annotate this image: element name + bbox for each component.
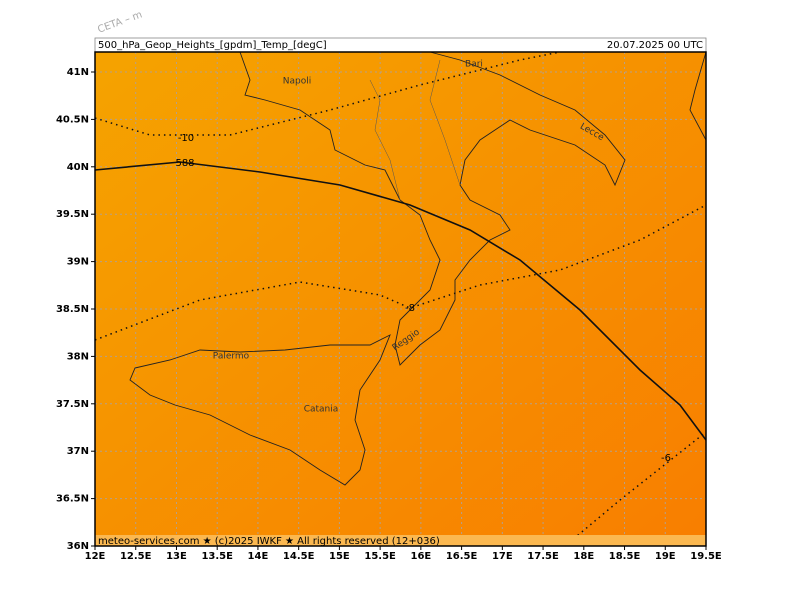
- lat-label: 40N: [67, 162, 89, 173]
- lon-label: 16.5E: [446, 551, 478, 562]
- lon-label: 13.5E: [201, 551, 233, 562]
- lat-label: 38N: [67, 351, 89, 362]
- lon-label: 18.5E: [609, 551, 641, 562]
- lat-label: 37N: [67, 446, 89, 457]
- lat-label: 38.5N: [56, 304, 89, 315]
- region-borders: [369, 59, 461, 201]
- contour-label: -6: [661, 453, 671, 464]
- lat-label: 37.5N: [56, 399, 89, 410]
- height-contour: [94, 161, 707, 441]
- footer-band: [95, 535, 706, 546]
- contour-label: 588: [175, 158, 194, 169]
- city-label: Catania: [304, 405, 339, 415]
- contour-label: -8: [405, 303, 415, 314]
- lon-label: 16E: [410, 551, 431, 562]
- contour-label: -10: [178, 133, 194, 144]
- lon-label: 12E: [85, 551, 106, 562]
- city-label: Palermo: [213, 352, 250, 362]
- map-area: [95, 52, 706, 546]
- lon-label: 19.5E: [690, 551, 722, 562]
- lon-label: 12.5E: [120, 551, 152, 562]
- lon-label: 14.5E: [283, 551, 315, 562]
- watermark: CETA – m: [96, 9, 144, 35]
- lon-label: 13E: [166, 551, 187, 562]
- graticule: [95, 52, 706, 546]
- map-frame: [94, 51, 707, 547]
- axis-ticks: 41N 40.5N 40N 39.5N 39N 38.5N 38N 37.5N 37N 36.5N…: [56, 67, 722, 562]
- coast-sicily: [129, 334, 391, 486]
- lat-label: 39.5N: [56, 209, 89, 220]
- coast-italy: [239, 51, 626, 366]
- lon-label: 14E: [248, 551, 269, 562]
- lon-label: 18E: [573, 551, 594, 562]
- lon-label: 17E: [492, 551, 513, 562]
- lon-label: 15E: [329, 551, 350, 562]
- lat-label: 39N: [67, 257, 89, 268]
- temp-contour: [564, 431, 707, 547]
- lon-label: 17.5E: [527, 551, 559, 562]
- coastlines: [129, 51, 707, 486]
- header-right: 20.07.2025 00 UTC: [607, 40, 703, 51]
- lat-label: 36N: [67, 541, 89, 552]
- lon-label: 19E: [655, 551, 676, 562]
- city-label: Napoli: [283, 77, 311, 87]
- lon-label: 15.5E: [364, 551, 396, 562]
- header-left: 500_hPa_Geop_Heights_[gpdm]_Temp_[degC]: [98, 40, 327, 51]
- lat-label: 36.5N: [56, 494, 89, 505]
- temp-contour: [94, 204, 707, 341]
- lat-label: 40.5N: [56, 114, 89, 125]
- city-label: Bari: [465, 60, 483, 70]
- coast-balkans: [689, 51, 707, 141]
- footer: meteo-services.com ★ (c)2025 IWKF ★ All …: [98, 536, 440, 547]
- lat-label: 41N: [67, 67, 89, 78]
- contours: [94, 51, 707, 547]
